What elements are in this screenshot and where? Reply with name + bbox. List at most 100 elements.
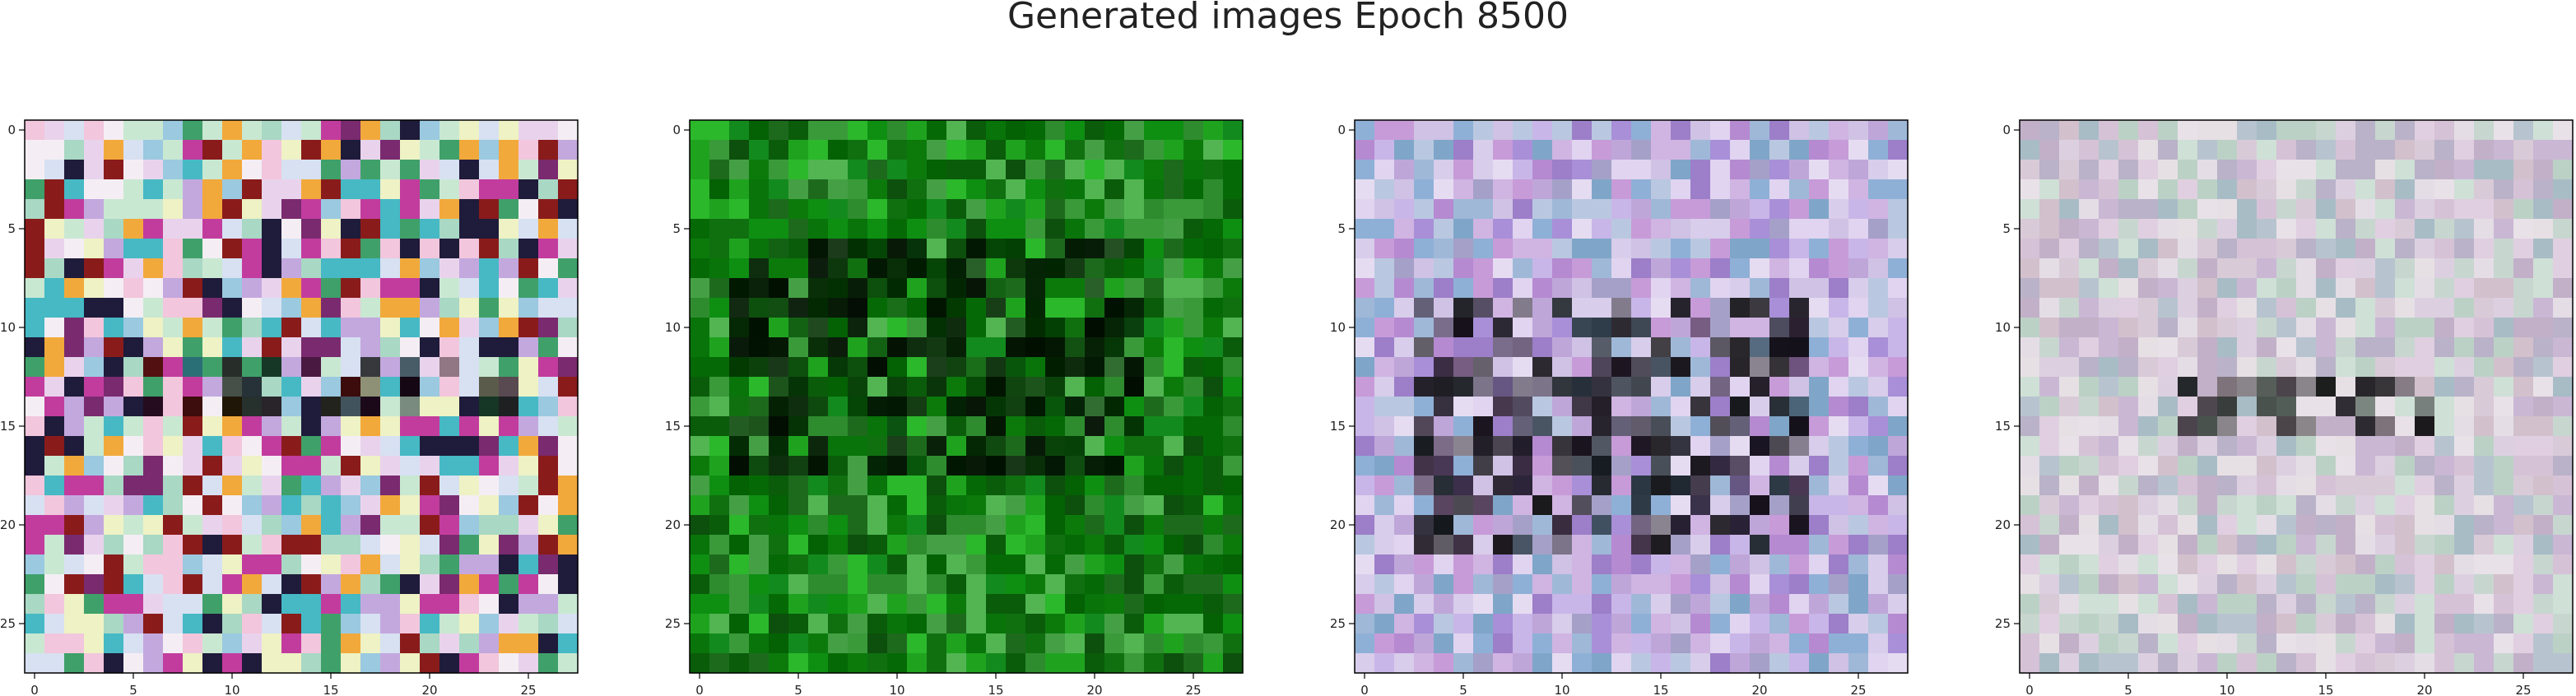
pixel-cell: [1394, 574, 1415, 595]
pixel-cell: [1085, 318, 1105, 338]
pixel-cell: [44, 140, 65, 160]
pixel-cell: [1203, 258, 1224, 279]
pixel-cell: [2513, 337, 2534, 358]
pixel-cell: [64, 120, 85, 141]
pixel-cell: [1532, 397, 1553, 417]
pixel-cell: [1006, 337, 1026, 358]
pixel-cell: [1104, 554, 1125, 575]
pixel-cell: [242, 120, 263, 141]
pixel-cell: [2375, 574, 2396, 595]
pixel-cell: [1888, 614, 1909, 634]
pixel-cell: [2355, 357, 2376, 378]
pixel-cell: [1045, 633, 1066, 654]
pixel-cell: [788, 318, 809, 338]
pixel-cell: [2454, 258, 2475, 279]
pixel-cell: [104, 179, 124, 200]
pixel-cell: [2217, 337, 2238, 358]
pixel-cell: [2158, 239, 2178, 259]
pixel-cell: [183, 574, 203, 595]
pixel-cell: [123, 219, 144, 239]
pixel-cell: [1532, 456, 1553, 476]
pixel-cell: [25, 239, 45, 259]
pixel-cell: [2118, 456, 2139, 476]
pixel-cell: [729, 239, 750, 259]
pixel-cell: [2079, 594, 2099, 615]
pixel-cell: [1453, 337, 1474, 358]
pixel-cell: [1104, 476, 1125, 496]
pixel-cell: [499, 633, 519, 654]
pixel-cell: [867, 120, 888, 141]
pixel-cell: [1065, 416, 1086, 437]
pixel-cell: [1868, 495, 1889, 516]
pixel-cell: [2217, 258, 2238, 279]
pixel-cell: [887, 594, 908, 615]
pixel-cell: [2276, 239, 2297, 259]
pixel-cell: [848, 179, 868, 200]
pixel-cell: [2553, 140, 2574, 160]
pixel-cell: [1868, 614, 1889, 634]
pixel-cell: [2415, 199, 2435, 220]
pixel-cell: [341, 357, 361, 378]
pixel-cell: [1769, 140, 1790, 160]
pixel-cell: [123, 633, 144, 654]
pixel-cell: [867, 574, 888, 595]
pixel-cell: [2434, 160, 2455, 180]
pixel-cell: [439, 633, 460, 654]
pixel-cell: [1769, 239, 1790, 259]
pixel-cell: [1183, 574, 1204, 595]
pixel-cell: [64, 140, 85, 160]
pixel-cell: [1671, 318, 1691, 338]
pixel-cell: [558, 179, 579, 200]
pixel-cell: [2316, 179, 2337, 200]
pixel-cell: [1690, 239, 1711, 259]
pixel-cell: [1085, 199, 1105, 220]
pixel-cell: [867, 298, 888, 318]
pixel-cell: [1124, 160, 1145, 180]
pixel-cell: [242, 633, 263, 654]
pixel-cell: [2336, 278, 2356, 299]
pixel-cell: [887, 140, 908, 160]
pixel-cell: [1085, 456, 1105, 476]
pixel-cell: [518, 239, 539, 259]
pixel-cell: [202, 614, 223, 634]
pixel-cell: [143, 653, 164, 674]
pixel-cell: [2118, 318, 2139, 338]
pixel-cell: [2395, 397, 2416, 417]
pixel-cell: [2099, 495, 2119, 516]
pixel-cell: [2217, 594, 2238, 615]
pixel-cell: [907, 337, 928, 358]
pixel-cell: [690, 594, 710, 615]
pixel-cell: [828, 199, 849, 220]
pixel-cell: [2138, 219, 2159, 239]
pixel-cell: [2237, 416, 2257, 437]
pixel-cell: [2434, 337, 2455, 358]
pixel-cell: [788, 495, 809, 516]
pixel-cell: [104, 574, 124, 595]
pixel-cell: [1513, 377, 1533, 397]
pixel-cell: [1868, 574, 1889, 595]
pixel-cell: [808, 495, 829, 516]
pixel-cell: [44, 258, 65, 279]
pixel-cell: [1473, 199, 1494, 220]
x-tick-label: 25: [2515, 683, 2531, 696]
pixel-cell: [2474, 337, 2495, 358]
pixel-cell: [2513, 594, 2534, 615]
pixel-cell: [1183, 515, 1204, 536]
pixel-cell: [2474, 140, 2495, 160]
pixel-cell: [2513, 614, 2534, 634]
pixel-cell: [2415, 179, 2435, 200]
pixel-cell: [439, 160, 460, 180]
pixel-cell: [709, 633, 730, 654]
pixel-cell: [1164, 239, 1184, 259]
pixel-cell: [2276, 476, 2297, 496]
pixel-cell: [518, 179, 539, 200]
pixel-cell: [1374, 574, 1395, 595]
pixel-cell: [2553, 377, 2574, 397]
pixel-cell: [2197, 140, 2218, 160]
pixel-cell: [2296, 633, 2317, 654]
pixel-cell: [25, 258, 45, 279]
pixel-cell: [64, 337, 85, 358]
pixel-cell: [1651, 476, 1672, 496]
pixel-cell: [1888, 495, 1909, 516]
pixel-cell: [1203, 357, 1224, 378]
